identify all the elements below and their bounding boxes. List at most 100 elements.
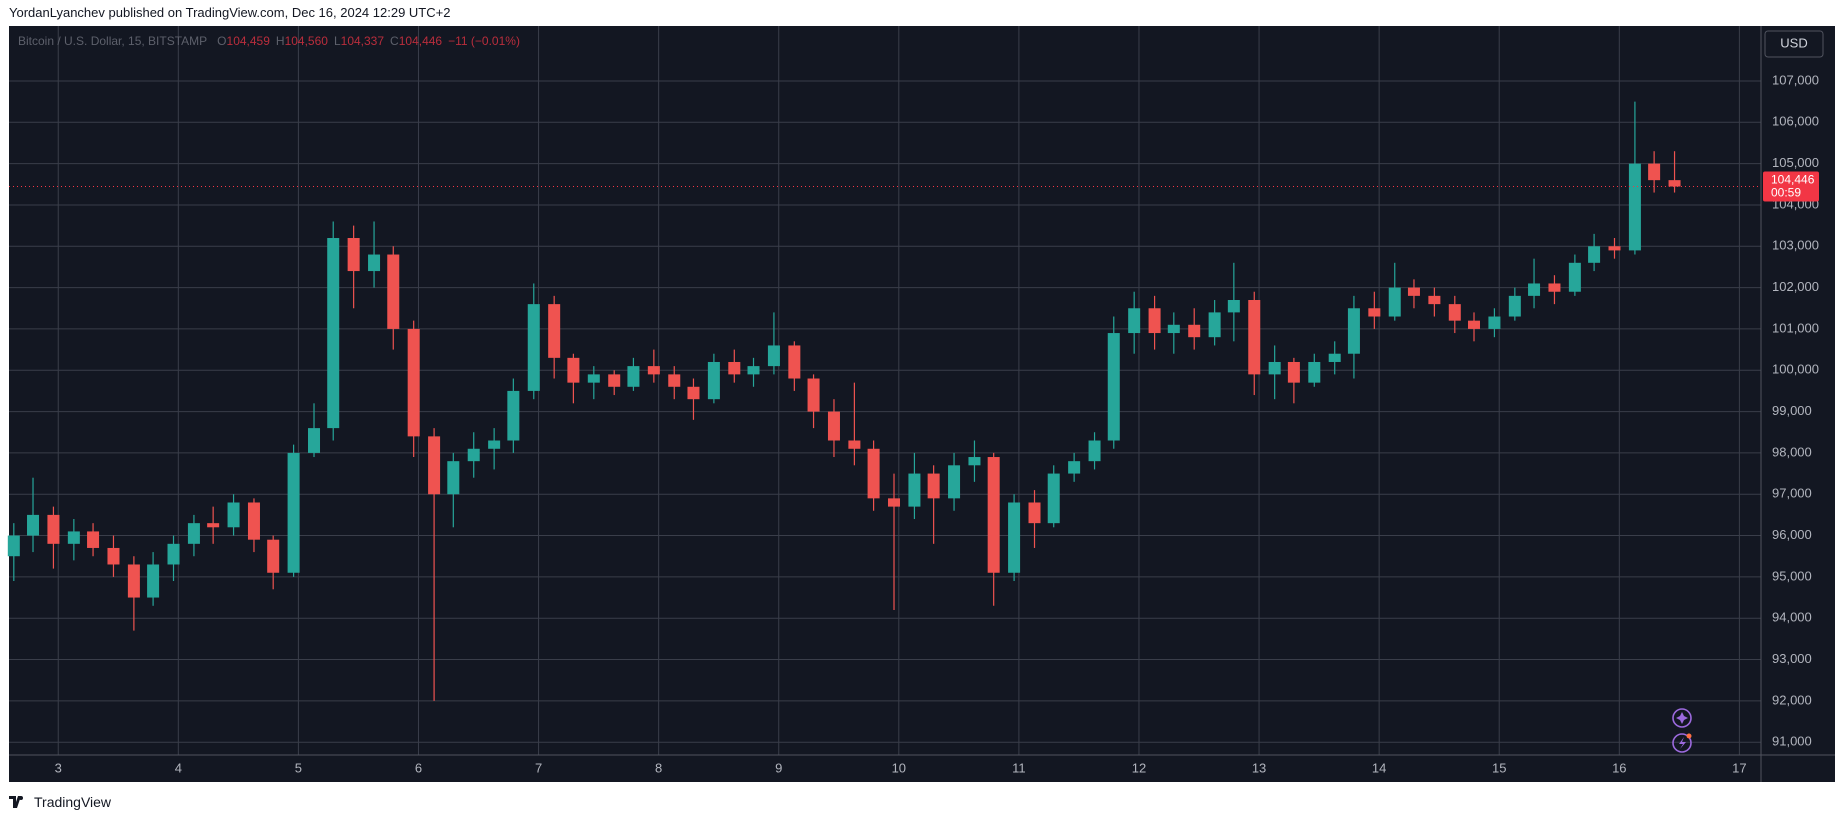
footer: TradingView xyxy=(9,792,111,812)
candle-body xyxy=(27,514,40,536)
candle-body xyxy=(807,378,820,412)
currency-button[interactable] xyxy=(1764,30,1824,58)
x-tick-label: 16 xyxy=(1612,760,1626,775)
x-tick-label: 11 xyxy=(1012,760,1026,775)
candle-body xyxy=(227,502,240,528)
candle-body xyxy=(707,361,720,400)
candle-body xyxy=(1648,163,1661,181)
candle-body xyxy=(1528,283,1541,296)
candle-body xyxy=(447,461,460,495)
y-tick-label: 106,000 xyxy=(1772,114,1819,129)
legend-value: 104,337 xyxy=(341,34,385,48)
candle-body xyxy=(1188,324,1201,338)
candle-body xyxy=(147,564,160,598)
candle-body xyxy=(507,390,520,441)
candle-body xyxy=(1208,312,1221,338)
candle-body xyxy=(1508,295,1521,317)
legend-key: H xyxy=(276,34,285,48)
legend-key: C xyxy=(390,34,399,48)
candle-body xyxy=(728,361,741,375)
icon-dot xyxy=(1686,733,1692,739)
legend-value: 104,446 xyxy=(399,34,443,48)
candle-body xyxy=(1028,502,1041,524)
y-tick-label: 96,000 xyxy=(1772,527,1812,542)
candle-body xyxy=(1368,308,1381,317)
candle-body xyxy=(1167,324,1180,334)
candle-body xyxy=(467,448,480,462)
candle-body xyxy=(127,564,140,598)
x-tick-label: 7 xyxy=(535,760,542,775)
candle-body xyxy=(1668,180,1681,187)
y-tick-label: 101,000 xyxy=(1772,320,1819,335)
candle-body xyxy=(1268,361,1281,375)
chart-background xyxy=(9,26,1835,782)
legend-change: −11 (−0.01%) xyxy=(448,34,520,48)
y-tick-label: 98,000 xyxy=(1772,444,1812,459)
x-tick-label: 14 xyxy=(1372,760,1386,775)
x-tick-label: 15 xyxy=(1492,760,1506,775)
candle-body xyxy=(287,452,300,573)
currency-label: USD xyxy=(1780,35,1807,50)
x-tick-label: 9 xyxy=(775,760,782,775)
candle-body xyxy=(1088,440,1101,462)
x-tick-label: 12 xyxy=(1132,760,1146,775)
chart: 91,000 92,000 93,000 94,000 95,000 96,000 97,0… xyxy=(7,26,1835,782)
candle-body xyxy=(1328,353,1341,362)
candle-body xyxy=(908,473,921,507)
brand-logo xyxy=(9,796,23,808)
candle-body xyxy=(747,366,760,375)
candle-body xyxy=(627,366,640,387)
candle-body xyxy=(587,374,600,383)
candle-body xyxy=(1008,502,1021,573)
candle-body xyxy=(1628,163,1641,251)
publisher-line: YordanLyanchev published on TradingView.… xyxy=(9,5,451,20)
y-tick-label: 97,000 xyxy=(1772,486,1812,501)
candle-body xyxy=(1107,333,1120,441)
x-tick-label: 8 xyxy=(655,760,662,775)
candle-body xyxy=(1467,320,1481,329)
y-tick-label: 93,000 xyxy=(1772,651,1812,666)
candle-body xyxy=(308,428,321,453)
candle-body xyxy=(347,238,360,272)
countdown-label: 00:59 xyxy=(1771,186,1801,200)
candle-body xyxy=(668,374,681,387)
candle-body xyxy=(488,440,501,449)
y-tick-label: 103,000 xyxy=(1772,238,1819,253)
candles xyxy=(7,101,1761,701)
candle-body xyxy=(1448,304,1461,321)
x-tick-label: 17 xyxy=(1732,760,1746,775)
candle-body xyxy=(848,440,861,449)
x-tick-label: 3 xyxy=(55,760,62,775)
y-tick-label: 91,000 xyxy=(1772,734,1812,749)
last-price-badge xyxy=(1763,171,1819,202)
x-tick-label: 10 xyxy=(892,760,906,775)
candle-body xyxy=(1047,473,1060,524)
legend-value: 104,459 xyxy=(227,34,271,48)
candle-body xyxy=(1068,461,1081,474)
candle-body xyxy=(387,254,400,329)
candle-body xyxy=(87,531,100,548)
icon[interactable] xyxy=(1672,733,1692,753)
candle-body xyxy=(687,386,700,400)
icon[interactable] xyxy=(1672,708,1692,728)
candle-body xyxy=(1407,287,1420,296)
candle-body xyxy=(827,411,840,441)
y-tick-label: 102,000 xyxy=(1772,279,1819,294)
brand-name: TradingView xyxy=(34,794,112,810)
candle-body xyxy=(187,523,200,544)
candle-body xyxy=(67,531,80,544)
candle-body xyxy=(527,304,540,391)
legend-key: L xyxy=(334,34,341,48)
axes: 91,000 92,000 93,000 94,000 95,000 96,000 97,0… xyxy=(55,72,1819,775)
candle-body xyxy=(567,357,580,383)
candle-body xyxy=(267,539,280,573)
candle-body xyxy=(1227,299,1240,313)
candle-body xyxy=(608,374,621,387)
y-tick-label: 95,000 xyxy=(1772,568,1812,583)
y-tick-label: 107,000 xyxy=(1772,72,1819,87)
tool-icons xyxy=(1672,708,1692,753)
candle-body xyxy=(407,328,420,437)
candle-body xyxy=(7,535,20,557)
y-tick-label: 92,000 xyxy=(1772,692,1812,707)
